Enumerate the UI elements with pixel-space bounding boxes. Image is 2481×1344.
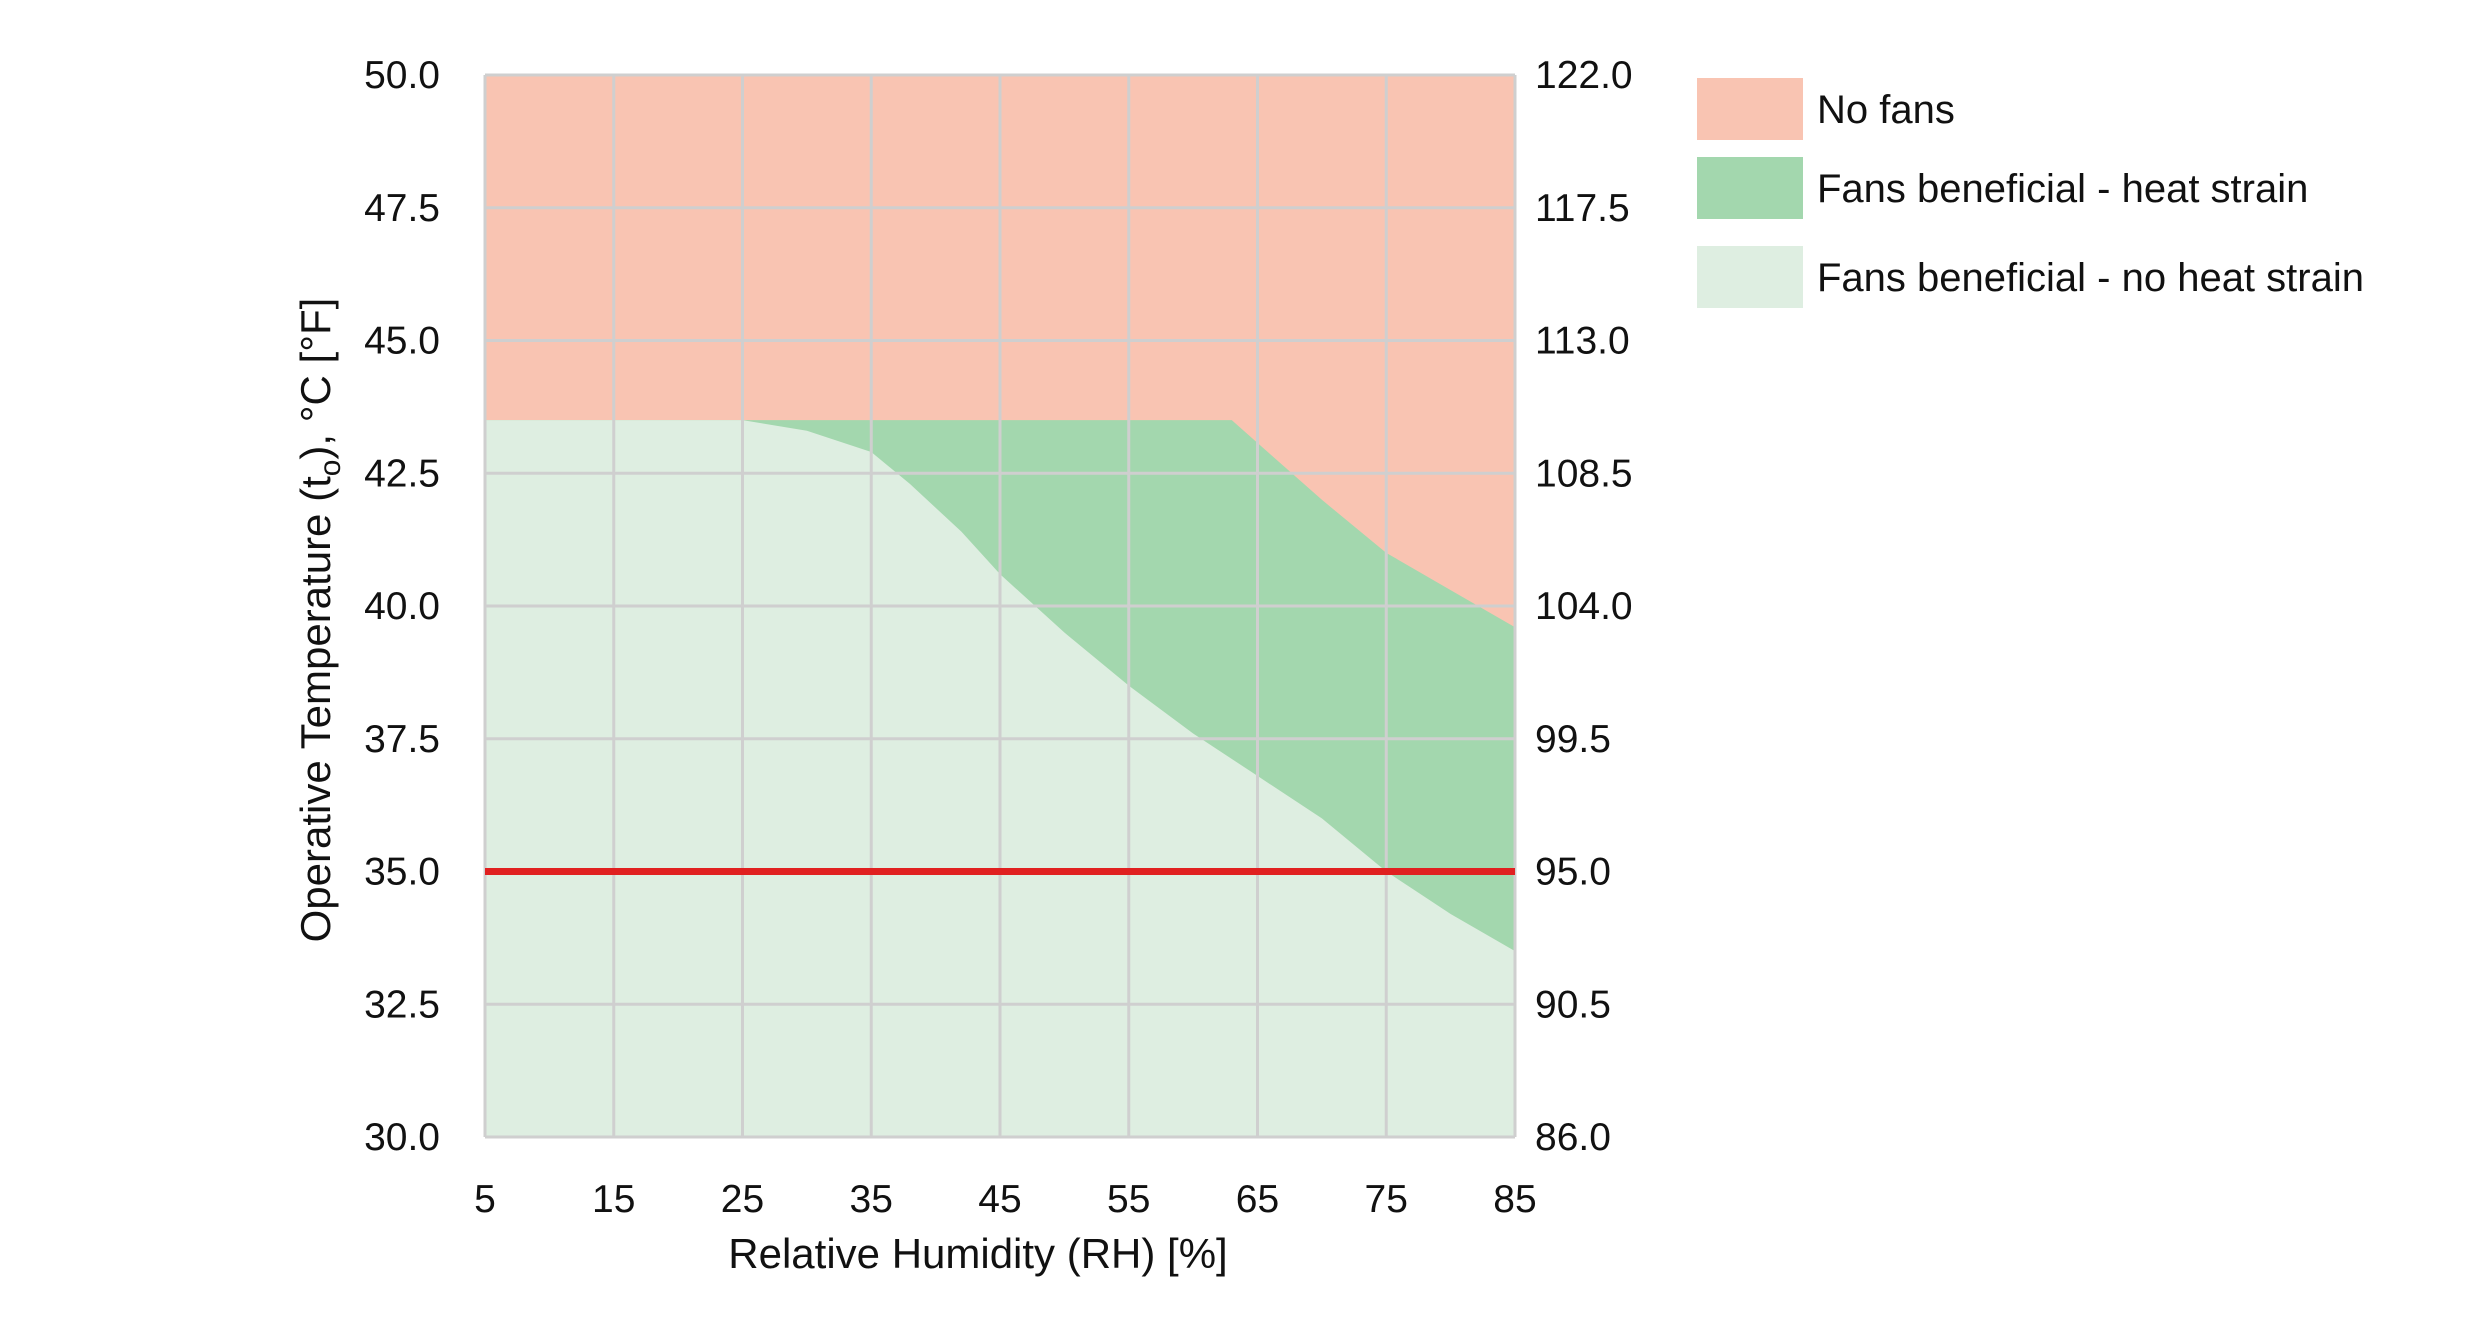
left-tick-label: 35.0 (364, 851, 440, 894)
x-tick-label: 85 (1493, 1178, 1536, 1221)
legend-label: No fans (1817, 88, 1955, 132)
legend-label: Fans beneficial - no heat strain (1817, 256, 2364, 300)
x-tick-label: 5 (474, 1178, 496, 1221)
left-tick-label: 40.0 (364, 585, 440, 628)
x-tick-label: 25 (721, 1178, 764, 1221)
left-y-tick-labels: 30.0 32.5 35.0 37.5 40.0 42.5 45.0 47.5 50.0 (364, 54, 440, 1159)
legend-swatch (1697, 157, 1803, 219)
right-tick-label: 90.5 (1535, 983, 1611, 1026)
right-tick-label: 117.5 (1535, 187, 1630, 230)
x-tick-label: 35 (850, 1178, 893, 1221)
right-tick-label: 86.0 (1535, 1116, 1611, 1159)
legend-swatch (1697, 78, 1803, 140)
legend-label: Fans beneficial - heat strain (1817, 167, 2308, 211)
left-tick-label: 50.0 (364, 54, 440, 97)
grid-lines (483, 73, 1517, 1139)
y-axis-title-sub: o (314, 460, 347, 477)
plot-area (483, 73, 1517, 1139)
right-tick-label: 113.0 (1535, 320, 1630, 363)
right-tick-label: 95.0 (1535, 851, 1611, 894)
left-tick-label: 37.5 (364, 718, 440, 761)
x-tick-labels: 5 15 25 35 45 55 65 75 85 (474, 1178, 1537, 1221)
x-tick-label: 75 (1365, 1178, 1408, 1221)
right-y-tick-labels: 86.0 90.5 95.0 99.5 104.0 108.5 113.0 117.5 122.… (1535, 54, 1633, 1159)
y-axis-title-end: ), °C [°F] (292, 298, 339, 460)
right-tick-label: 104.0 (1535, 585, 1633, 628)
left-tick-label: 30.0 (364, 1116, 440, 1159)
left-tick-label: 42.5 (364, 452, 440, 495)
right-tick-label: 99.5 (1535, 718, 1611, 761)
x-tick-label: 65 (1236, 1178, 1279, 1221)
left-tick-label: 47.5 (364, 187, 440, 230)
x-tick-label: 15 (592, 1178, 635, 1221)
x-axis-title: Relative Humidity (RH) [%] (728, 1230, 1227, 1277)
left-tick-label: 32.5 (364, 983, 440, 1026)
y-axis-title-main: Operative Temperature (t (292, 476, 339, 942)
x-tick-label: 55 (1107, 1178, 1150, 1221)
x-tick-label: 45 (978, 1178, 1021, 1221)
left-tick-label: 45.0 (364, 320, 440, 363)
y-axis-title: Operative Temperature (to), °C [°F] (292, 298, 347, 943)
right-tick-label: 108.5 (1535, 452, 1633, 495)
right-tick-label: 122.0 (1535, 54, 1633, 97)
legend-swatch (1697, 246, 1803, 308)
legend: No fans Fans beneficial - heat strain Fans… (1697, 78, 2364, 308)
